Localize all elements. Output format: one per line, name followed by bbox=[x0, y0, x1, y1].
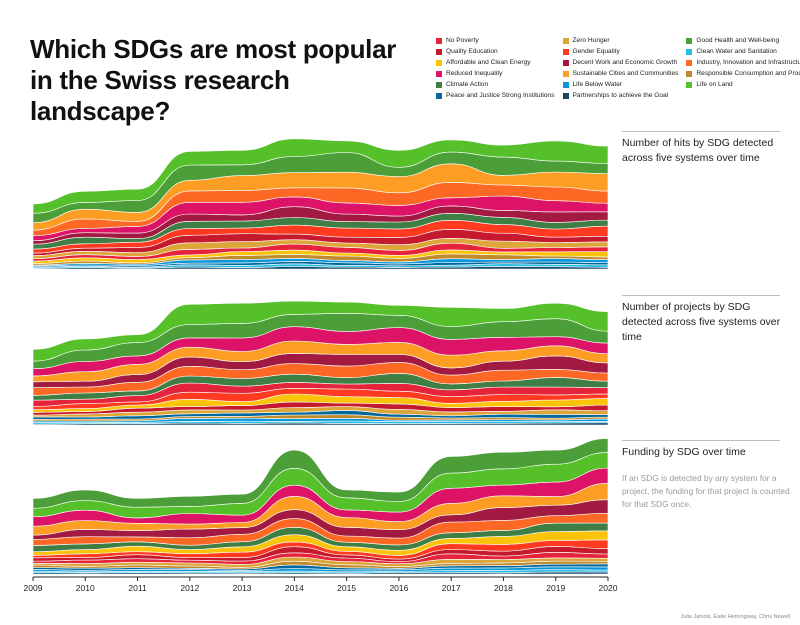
panel-3-label: Funding by SDG over time bbox=[622, 446, 746, 458]
legend-label: Partnerships to achieve the Goal bbox=[572, 92, 669, 99]
legend-swatch bbox=[562, 59, 569, 66]
legend-swatch bbox=[686, 48, 693, 55]
legend-swatch bbox=[436, 70, 442, 77]
legend-item: No Poverty bbox=[436, 36, 555, 45]
legend-item: Affordable and Clean Energy bbox=[436, 58, 555, 67]
legend-label: Responsible Consumption and Production bbox=[696, 70, 800, 77]
legend-item: Responsible Consumption and Production bbox=[686, 69, 800, 78]
legend-item: Clean Water and Sanitation bbox=[686, 47, 800, 56]
legend-label: Peace and Justice Strong Institutions bbox=[446, 92, 555, 99]
legend-item: Good Health and Well-being bbox=[686, 36, 800, 45]
x-tick-label: 2012 bbox=[180, 583, 199, 593]
stream-panel-1 bbox=[32, 138, 609, 270]
legend-label: Good Health and Well-being bbox=[696, 37, 780, 44]
legend-label: Decent Work and Economic Growth bbox=[572, 59, 678, 66]
legend-label: Gender Equality bbox=[572, 48, 620, 55]
legend-label: Reduced Inequality bbox=[446, 70, 503, 77]
legend-label: Sustainable Cities and Communities bbox=[572, 70, 679, 77]
x-tick-label: 2015 bbox=[337, 583, 356, 593]
x-tick-label: 2014 bbox=[285, 583, 304, 593]
panel-3-note: If an SDG is detected by any system for … bbox=[622, 473, 790, 509]
stream-panel-3 bbox=[32, 438, 609, 575]
panel-1-rule bbox=[622, 131, 780, 132]
legend-swatch bbox=[562, 81, 569, 88]
legend-item: Reduced Inequality bbox=[436, 69, 555, 78]
x-tick-label: 2017 bbox=[442, 583, 461, 593]
legend-item: Climate Action bbox=[436, 80, 555, 89]
legend-label: Quality Education bbox=[446, 48, 498, 55]
legend-label: Industry, Innovation and Infrastructure bbox=[696, 59, 800, 66]
legend-swatch bbox=[562, 70, 569, 77]
panel-2-rule bbox=[622, 295, 780, 296]
legend-label: Climate Action bbox=[446, 81, 489, 88]
legend-label: Affordable and Clean Energy bbox=[446, 59, 531, 66]
legend-swatch bbox=[686, 59, 693, 66]
legend-item: Life on Land bbox=[686, 80, 800, 89]
credit: Julia Janicki, Eade Hemingway, Chris New… bbox=[680, 614, 790, 620]
legend-swatch bbox=[562, 92, 569, 99]
legend-item: Zero Hunger bbox=[562, 36, 679, 45]
legend-item: Partnerships to achieve the Goal bbox=[562, 91, 679, 100]
legend-swatch bbox=[436, 92, 442, 99]
legend-swatch bbox=[436, 59, 442, 66]
legend-item: Peace and Justice Strong Institutions bbox=[436, 91, 555, 100]
legend-item: Sustainable Cities and Communities bbox=[562, 69, 679, 78]
legend-label: Zero Hunger bbox=[572, 37, 610, 44]
x-tick-label: 2009 bbox=[24, 583, 43, 593]
chart-title: Which SDGs are most popular in the Swiss… bbox=[30, 34, 397, 126]
panel-2-label: Number of projects by SDG detected acros… bbox=[622, 301, 781, 343]
legend-swatch bbox=[562, 48, 569, 55]
stream-series bbox=[32, 300, 609, 362]
legend-item: Decent Work and Economic Growth bbox=[562, 58, 679, 67]
panel-1-label: Number of hits by SDG detected across fi… bbox=[622, 137, 774, 164]
legend-label: Life on Land bbox=[696, 81, 733, 88]
legend-item: Gender Equality bbox=[562, 47, 679, 56]
x-tick-label: 2016 bbox=[389, 583, 408, 593]
legend-swatch bbox=[436, 48, 442, 55]
legend-item: Life Below Water bbox=[562, 80, 679, 89]
x-tick-label: 2013 bbox=[233, 583, 252, 593]
x-tick-label: 2011 bbox=[128, 583, 147, 593]
legend-swatch bbox=[686, 70, 693, 77]
stream-series bbox=[32, 138, 609, 214]
legend-item: Quality Education bbox=[436, 47, 555, 56]
legend-swatch bbox=[562, 37, 569, 44]
legend-label: Life Below Water bbox=[572, 81, 623, 88]
legend: No Poverty Zero Hunger Good Health and Wel… bbox=[436, 36, 800, 100]
stream-series bbox=[32, 438, 609, 509]
panel-3-rule bbox=[622, 440, 780, 441]
x-tick-label: 2020 bbox=[599, 583, 618, 593]
x-tick-label: 2019 bbox=[546, 583, 565, 593]
x-tick-label: 2018 bbox=[494, 583, 513, 593]
x-tick-label: 2010 bbox=[76, 583, 95, 593]
legend-swatch bbox=[686, 37, 693, 44]
legend-label: No Poverty bbox=[446, 37, 479, 44]
legend-swatch bbox=[686, 81, 693, 88]
legend-swatch bbox=[436, 81, 442, 88]
stream-panel-2 bbox=[32, 300, 609, 426]
x-axis: 2009 2010 2011 2012 2013 2014 2015 2016 2017 2018… bbox=[24, 576, 618, 593]
legend-swatch bbox=[436, 37, 442, 44]
legend-item: Industry, Innovation and Infrastructure bbox=[686, 58, 800, 67]
legend-label: Clean Water and Sanitation bbox=[696, 48, 777, 55]
